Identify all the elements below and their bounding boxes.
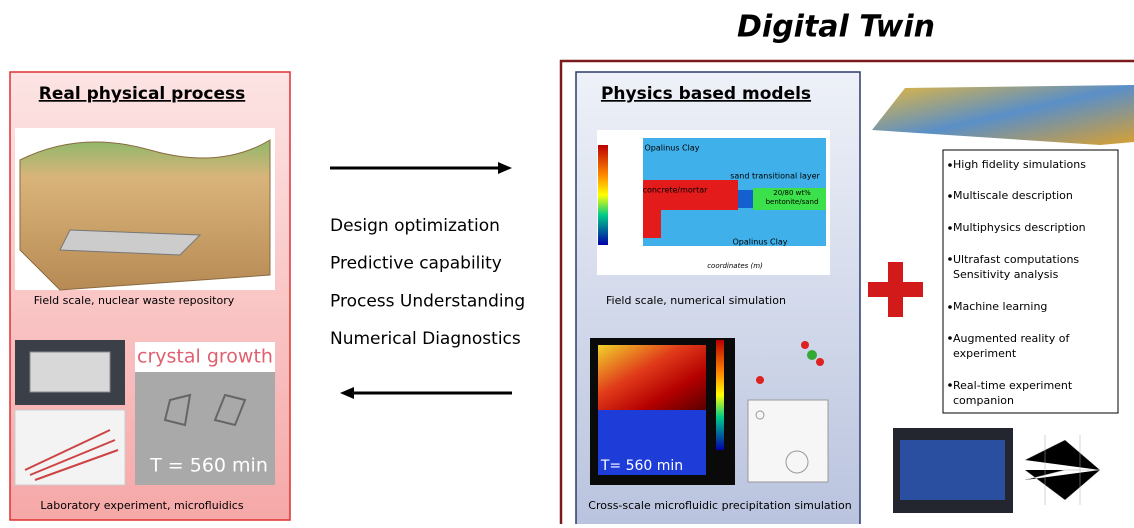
- method: Numerical Diagnostics: [330, 329, 521, 349]
- simulation-image: [753, 188, 826, 210]
- capability: Real-time experiment companion: [953, 379, 1073, 407]
- method: Design optimization: [330, 216, 500, 236]
- bullet: [948, 226, 952, 230]
- plus-sign: [888, 262, 903, 317]
- micro-image: [598, 345, 706, 410]
- image-label: T= 560 min: [600, 458, 683, 474]
- simulation-image: [643, 180, 661, 238]
- network-image: [1024, 435, 1101, 505]
- method: Process Understanding: [330, 291, 525, 311]
- capability: Multiphysics description: [953, 221, 1086, 234]
- texture-image: [872, 85, 1134, 145]
- bullet: [948, 383, 952, 387]
- cube-image: [747, 399, 829, 483]
- capability-text: Multiphysics description: [953, 221, 1086, 234]
- arrow: [340, 387, 354, 399]
- capability: Multiscale description: [953, 189, 1073, 202]
- chip-image: [24, 429, 119, 481]
- bullet: [948, 194, 952, 198]
- bullet: [948, 163, 952, 167]
- molecule: [756, 376, 764, 384]
- twin-frame: [559, 59, 1134, 528]
- method: Predictive capability: [330, 254, 502, 274]
- capability-text: Machine learning: [953, 300, 1048, 313]
- caption: Cross-scale microfluidic precipitation s…: [588, 499, 851, 512]
- capability-list: High fidelity simulations Multiscale desc…: [948, 158, 1086, 407]
- capability-text: Real-time experiment companion: [953, 379, 1073, 407]
- image-label: 20/80 wt% bentonite/sand: [765, 189, 819, 206]
- method-list: Design optimization Predictive capability…: [330, 216, 525, 349]
- panel-title: Physics based models: [601, 84, 811, 104]
- panel-title: Real physical process: [39, 84, 246, 104]
- bullet: [948, 305, 952, 309]
- simulation-image: [738, 190, 753, 208]
- caption: Laboratory experiment, microfluidics: [40, 499, 243, 512]
- caption: Field scale, nuclear waste repository: [34, 294, 235, 307]
- simulation-image: [598, 145, 608, 245]
- capability: High fidelity simulations: [953, 158, 1086, 171]
- molecule: [801, 341, 809, 349]
- capability-text: High fidelity simulations: [953, 158, 1086, 171]
- capability-box: [942, 149, 1119, 414]
- capability: Machine learning: [953, 300, 1048, 313]
- caption: Field scale, numerical simulation: [606, 294, 786, 307]
- crystal-image: [163, 393, 247, 427]
- capability-text: Augmented reality of experiment: [953, 332, 1070, 360]
- cube-image: [785, 450, 809, 474]
- micro-image: [716, 340, 724, 450]
- capability: Ultrafast computations Sensitivity analy…: [953, 253, 1080, 281]
- hpc-image: [900, 440, 1005, 500]
- title: Digital Twin: [737, 10, 935, 45]
- arrow: [498, 162, 512, 174]
- image-label: Opalinus Clay: [732, 238, 787, 247]
- bullet: [948, 336, 952, 340]
- capability-text: Ultrafast computations Sensitivity analy…: [953, 253, 1080, 281]
- molecule: [807, 350, 817, 360]
- image-label: concrete/mortar: [643, 186, 709, 195]
- image-label: Opalinus Clay: [644, 144, 699, 153]
- repository-image: [59, 229, 202, 256]
- molecule: [816, 358, 824, 366]
- repository-image: [19, 139, 271, 291]
- bullet: [948, 257, 952, 261]
- cube-image: [755, 410, 765, 420]
- chip-image: [14, 409, 126, 486]
- image-label: T = 560 min: [149, 455, 268, 477]
- image-label: 20/80 wt% bentonite/sand: [765, 189, 819, 206]
- lab-image: [29, 351, 111, 393]
- capability: Augmented reality of experiment: [953, 332, 1070, 360]
- image-label: sand transitional layer: [730, 172, 820, 181]
- image-label: crystal growth: [137, 346, 273, 368]
- image-label: coordinates (m): [707, 262, 763, 270]
- crystal-image: [135, 342, 275, 372]
- capability-text: Multiscale description: [953, 189, 1073, 202]
